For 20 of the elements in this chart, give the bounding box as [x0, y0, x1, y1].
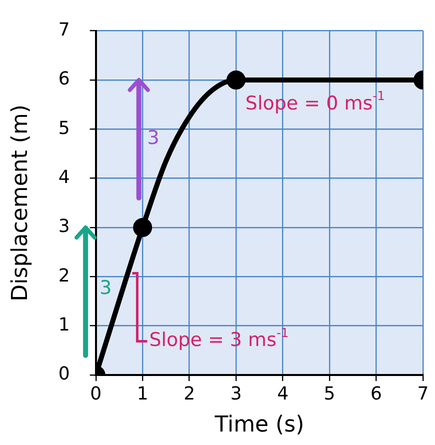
y-tick-label: 6 — [58, 68, 70, 90]
y-tick-label: 5 — [58, 118, 70, 139]
x-axis-title: Time (s) — [214, 412, 304, 438]
annotation: 3 — [100, 276, 112, 299]
y-tick-label: 2 — [58, 265, 70, 286]
x-tick-label: 6 — [370, 383, 382, 404]
y-tick-label: 3 — [58, 216, 70, 238]
annotation: 3 — [147, 126, 160, 149]
y-tick-label: 0 — [58, 364, 70, 385]
x-tick-label: 3 — [230, 383, 242, 404]
y-tick-label: 4 — [58, 166, 70, 188]
x-tick-label: 7 — [417, 383, 429, 404]
x-tick-label: 0 — [90, 383, 102, 404]
x-tick-label: 1 — [136, 383, 148, 404]
x-tick-label: 4 — [277, 383, 289, 404]
x-tick-label: 2 — [184, 383, 196, 404]
y-tick-label: 7 — [58, 19, 70, 40]
y-tick-label: 1 — [58, 314, 70, 336]
x-tick-label: 5 — [324, 383, 336, 404]
y-axis-title: Displacement (m) — [8, 104, 33, 302]
